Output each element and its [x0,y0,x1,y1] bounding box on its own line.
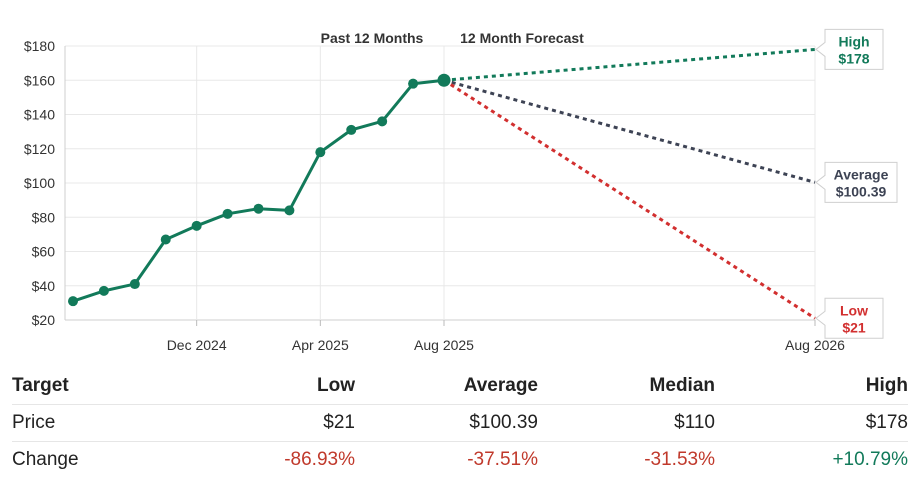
forecast-lines [443,47,816,320]
history-point [284,205,295,216]
header-average: Average [355,368,538,405]
callout-name-high: High [838,33,869,49]
y-axis: $20 $40 $60 $80 $100 $120 $140 $160 $180 [24,38,55,328]
history-point [129,279,140,290]
callout-box-high [815,28,884,70]
callout-box-low [815,297,884,339]
history-point [98,285,109,296]
history-point [222,208,233,219]
y-tick-label: $140 [24,107,55,123]
row-label: Change [12,449,79,470]
y-tick-label: $100 [24,175,55,191]
history-line [72,78,445,303]
table-row-price: Price $21 $100.39 $110 $178 [12,404,908,442]
callout-value-average: $100.39 [836,183,887,199]
header-median: Median [538,368,715,405]
callout-value-high: $178 [838,50,869,66]
change-median: -31.53% [644,449,715,470]
price-high: $178 [715,404,908,442]
x-tick-label: Dec 2024 [167,337,227,353]
history-point [377,116,388,127]
forecast-line-low [443,78,816,320]
history-point [253,203,264,214]
x-tick-label: Aug 2026 [785,337,845,353]
price-target-table: Target Low Average Median High Price $21… [12,368,908,478]
history-point [408,78,419,89]
price-low: $21 [212,404,355,442]
callout-name-average: Average [834,166,889,182]
change-low: -86.93% [284,449,355,470]
forecast-callouts: High$178 Average$100.39 Low$21 [815,28,898,339]
table-row-change: Change -86.93% -37.51% -31.53% +10.79% [12,442,908,479]
x-axis: Dec 2024 Apr 2025 Aug 2025 Aug 2026 [167,320,845,353]
table-header-row: Target Low Average Median High [12,368,908,405]
y-tick-label: $80 [32,209,56,225]
x-tick-label: Aug 2025 [414,337,474,353]
history-series [68,73,451,307]
history-point [315,147,326,158]
y-tick-label: $20 [32,312,56,328]
price-average: $100.39 [355,404,538,442]
callout-box-average [815,161,898,203]
chart-grid [64,45,816,321]
row-label: Price [12,404,212,442]
change-average: -37.51% [467,449,538,470]
history-point [346,124,357,135]
history-point [68,296,78,307]
header-low: Low [212,368,355,405]
forecast-line-average [443,78,816,184]
past-12-months-label: Past 12 Months [321,30,424,46]
y-tick-label: $160 [24,72,55,88]
history-point [191,220,202,231]
callout-name-low: Low [840,302,868,318]
history-point [437,73,451,87]
y-tick-label: $60 [32,244,56,260]
price-target-chart: $20 $40 $60 $80 $100 $120 $140 $160 $180 Dec 202… [24,28,898,353]
y-tick-label: $180 [24,38,55,54]
header-high: High [715,368,908,405]
forecast-label: 12 Month Forecast [460,30,584,46]
y-tick-label: $40 [32,278,56,294]
x-tick-label: Apr 2025 [292,337,349,353]
callout-value-low: $21 [842,319,866,335]
change-high: +10.79% [832,449,908,470]
header-target: Target [12,368,212,405]
y-tick-label: $120 [24,141,55,157]
history-point [160,234,171,245]
price-median: $110 [538,404,715,442]
forecast-line-high [443,47,816,82]
